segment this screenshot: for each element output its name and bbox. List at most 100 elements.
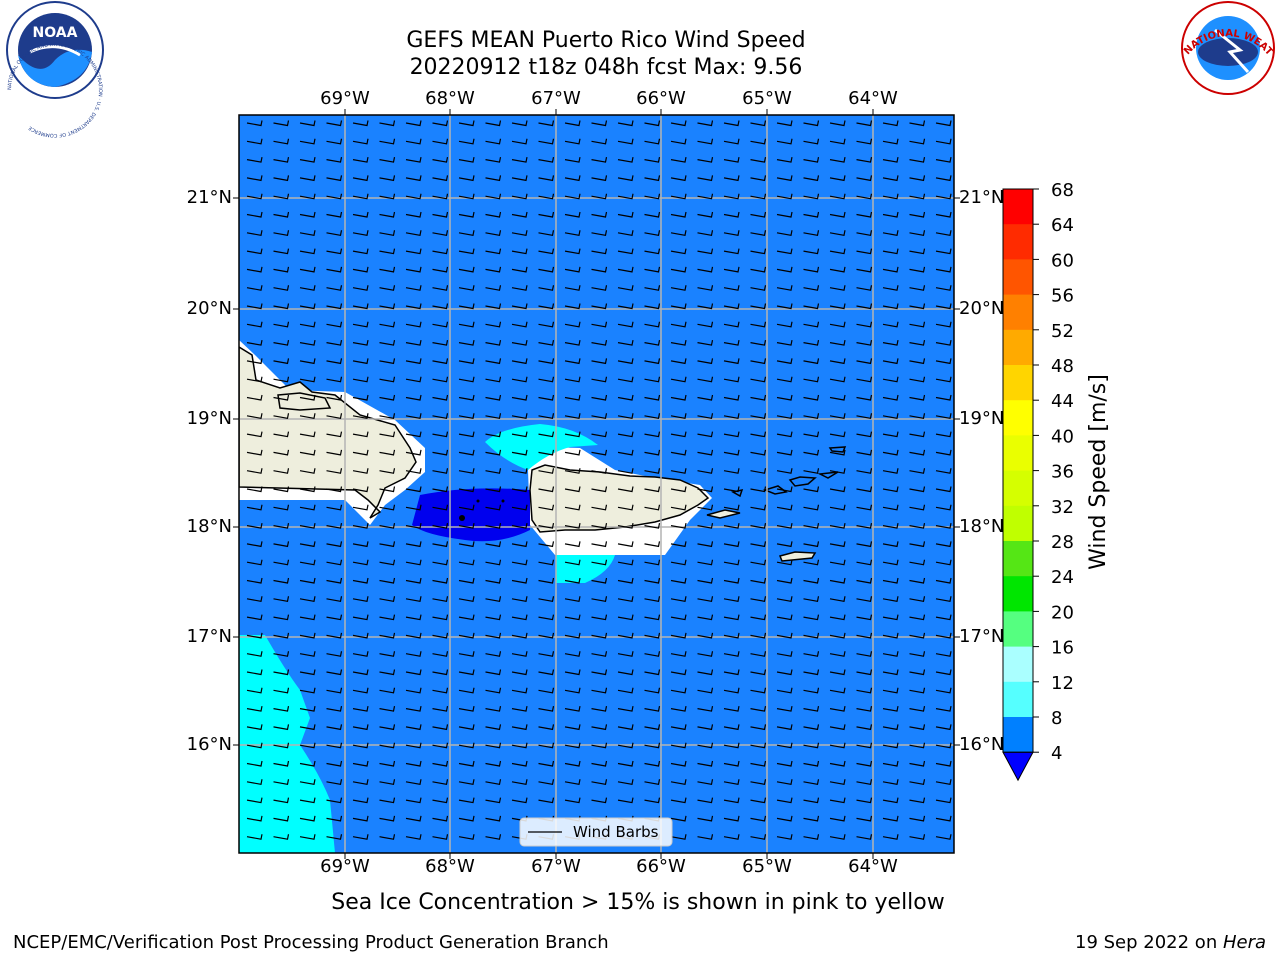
- wind-barb: [299, 266, 316, 273]
- wind-barb: [405, 559, 422, 566]
- wind-barb: [803, 266, 820, 273]
- wind-barb: [299, 193, 316, 200]
- wind-barb: [564, 431, 581, 438]
- wind-barb: [617, 632, 634, 639]
- wind-barb: [829, 175, 846, 182]
- wind-barb: [723, 797, 740, 804]
- wind-barb: [856, 138, 873, 145]
- wind-barb: [432, 248, 449, 255]
- wind-barb: [511, 321, 528, 328]
- wind-barb: [723, 431, 740, 438]
- wind-barb: [856, 834, 873, 840]
- wind-barb: [432, 486, 449, 493]
- wind-barb: [882, 339, 899, 346]
- wind-barb: [352, 797, 369, 804]
- wind-barb: [803, 339, 820, 346]
- wind-barb: [538, 175, 555, 182]
- wind-barb: [485, 559, 502, 566]
- wind-barb: [591, 321, 608, 328]
- wind-barb: [591, 632, 608, 639]
- wind-barb: [750, 742, 767, 749]
- wind-barb: [511, 742, 528, 749]
- wind-barb: [273, 358, 290, 365]
- wind-barb: [697, 431, 714, 438]
- wind-barb: [723, 230, 740, 236]
- wind-barb: [405, 358, 422, 365]
- wind-barb: [511, 120, 528, 127]
- wind-barb: [617, 559, 634, 566]
- wind-barb: [617, 797, 634, 804]
- wind-barb: [458, 193, 475, 200]
- wind-barb: [856, 321, 873, 328]
- wind-barb: [723, 596, 740, 602]
- wind-barb: [882, 687, 899, 694]
- wind-barb: [803, 687, 820, 694]
- wind-barb: [856, 339, 873, 346]
- footer-machine: Hera: [1222, 932, 1266, 953]
- wind-barb: [299, 120, 316, 127]
- wind-barb: [803, 705, 820, 712]
- wind-barb: [379, 577, 396, 584]
- noaa-logo-text: NOAA: [33, 25, 78, 41]
- wind-barb: [644, 468, 661, 474]
- wind-barb: [670, 705, 687, 712]
- wind-barb: [326, 522, 343, 529]
- wind-barb: [485, 376, 502, 383]
- wind-barb: [326, 303, 343, 310]
- wind-barb: [538, 486, 555, 493]
- wind-barb: [909, 339, 926, 346]
- wind-barb: [591, 248, 608, 255]
- colorbar-tick-label: 24: [1051, 567, 1074, 588]
- wind-barb: [564, 779, 581, 785]
- wind-barb: [829, 577, 846, 584]
- wind-barb: [485, 211, 502, 218]
- wind-barb: [246, 431, 263, 438]
- wind-barb: [379, 486, 396, 493]
- wind-barb: [935, 577, 952, 584]
- wind-barb: [273, 266, 290, 273]
- wind-barb: [352, 779, 369, 785]
- wind-barb: [697, 358, 714, 365]
- wind-barb: [458, 413, 475, 419]
- wind-barb: [246, 522, 263, 529]
- wind-barb: [750, 760, 767, 767]
- wind-barb: [617, 266, 634, 273]
- wind-barb: [697, 303, 714, 310]
- wind-barb: [511, 431, 528, 438]
- cyan-patch-southwest: [239, 635, 335, 853]
- wind-barb: [564, 468, 581, 474]
- wind-barb: [379, 230, 396, 236]
- wind-barb: [485, 779, 502, 785]
- wind-barb: [326, 632, 343, 639]
- wind-barb: [723, 815, 740, 822]
- wind-barb: [803, 303, 820, 310]
- wind-barb: [379, 541, 396, 548]
- wind-barb: [829, 138, 846, 145]
- wind-barb: [538, 779, 555, 785]
- wind-barb: [776, 266, 793, 273]
- wind-barb: [458, 815, 475, 822]
- wind-barb: [511, 541, 528, 548]
- wind-barb: [352, 596, 369, 602]
- wind-barb: [538, 742, 555, 749]
- wind-barb: [697, 779, 714, 785]
- wind-barb: [485, 687, 502, 694]
- wind-barb: [723, 339, 740, 346]
- wind-barb: [485, 449, 502, 456]
- wind-barb: [538, 724, 555, 731]
- wind-barb: [882, 175, 899, 182]
- wind-barb: [299, 248, 316, 255]
- wind-barb: [485, 413, 502, 419]
- wind-barb: [273, 285, 290, 291]
- wind-barb: [299, 742, 316, 749]
- wind-barb: [538, 797, 555, 804]
- wind-barb: [856, 815, 873, 822]
- wind-barb: [326, 651, 343, 657]
- wind-barb: [246, 614, 263, 621]
- wind-barb: [882, 651, 899, 657]
- wind-barb: [644, 687, 661, 694]
- wind-barb: [829, 815, 846, 822]
- cyan-patch-south-pr: [556, 555, 615, 583]
- graticule: [239, 115, 954, 853]
- wind-barb: [776, 779, 793, 785]
